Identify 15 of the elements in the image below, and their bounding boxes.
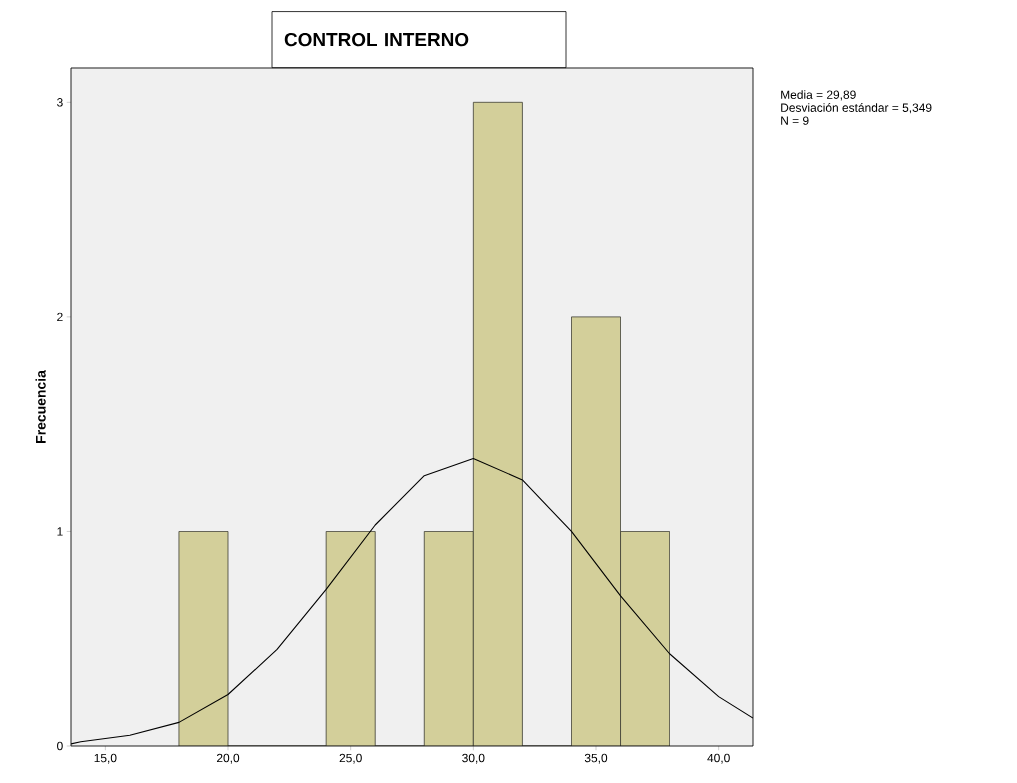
text: N = 9	[781, 116, 809, 125]
y-tick-label: 1	[57, 527, 63, 536]
y-axis-title: Frecuencia	[35, 370, 46, 443]
x-tick-label: 30,0	[462, 753, 485, 764]
x-tick-label: 35,0	[584, 753, 608, 764]
y-tick-label: 2	[57, 312, 63, 322]
chart-title: CONTROL INTERNO	[284, 32, 469, 47]
y-tick-label: 0	[57, 741, 63, 751]
text: Desviación estándar = 5,349	[781, 103, 932, 114]
x-tick-label: 20,0	[216, 753, 240, 764]
text: Media = 29,89	[781, 90, 856, 101]
x-tick-label: 40,0	[707, 753, 730, 764]
y-tick-label: 3	[57, 98, 63, 107]
x-tick-label: 15,0	[94, 753, 117, 764]
x-tick-label: 25,0	[339, 753, 362, 764]
